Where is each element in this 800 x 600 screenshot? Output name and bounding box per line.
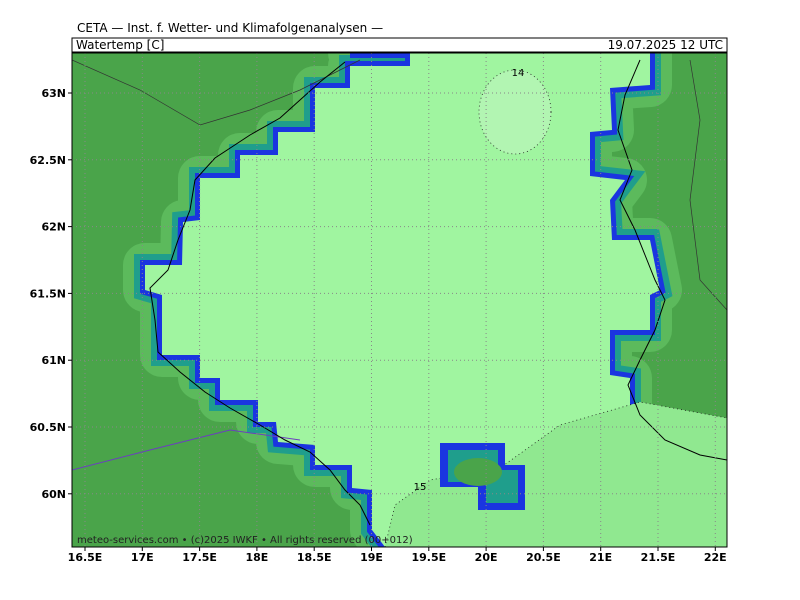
lat-tick-label: 63N [41, 87, 66, 100]
lon-tick-label: 20.5E [526, 551, 561, 564]
contour-label: 14 [512, 68, 525, 79]
lon-tick-label: 21.5E [641, 551, 676, 564]
lat-tick-label: 61.5N [30, 287, 66, 300]
subheader-box [71, 37, 728, 53]
coastline [149, 61, 371, 526]
warm-area [384, 401, 727, 547]
lon-tick-label: 19.5E [411, 551, 446, 564]
lat-tick-label: 61N [41, 354, 66, 367]
lon-tick-label: 18.5E [297, 551, 332, 564]
parameter: Watertemp [C] [76, 38, 164, 52]
lon-tick-label: 17E [131, 551, 154, 564]
lon-tick-label: 17.5E [182, 551, 217, 564]
border-line [689, 59, 727, 311]
footer: meteo-services.com • (c)2025 IWKF • All … [77, 535, 413, 546]
title: CETA — Inst. f. Wetter- und Klimafolgena… [77, 21, 383, 35]
valid-time: 19.07.2025 12 UTC [608, 38, 723, 52]
lat-tick-label: 62.5N [30, 154, 66, 167]
map-frame [71, 52, 728, 548]
lon-tick-label: 18E [245, 551, 268, 564]
lon-tick-label: 16.5E [68, 551, 103, 564]
cool-area [478, 69, 552, 155]
island [454, 458, 502, 486]
map-area [72, 53, 727, 547]
contour-label: 15 [414, 482, 427, 493]
lon-tick-label: 21E [589, 551, 612, 564]
lat-tick-label: 60N [41, 488, 66, 501]
lat-tick-label: 60.5N [30, 421, 66, 434]
lon-tick-label: 22E [704, 551, 727, 564]
lon-tick-label: 19E [360, 551, 383, 564]
border-line [72, 59, 361, 126]
lon-tick-label: 20E [475, 551, 498, 564]
lat-tick-label: 62N [41, 221, 66, 234]
river [72, 429, 301, 471]
